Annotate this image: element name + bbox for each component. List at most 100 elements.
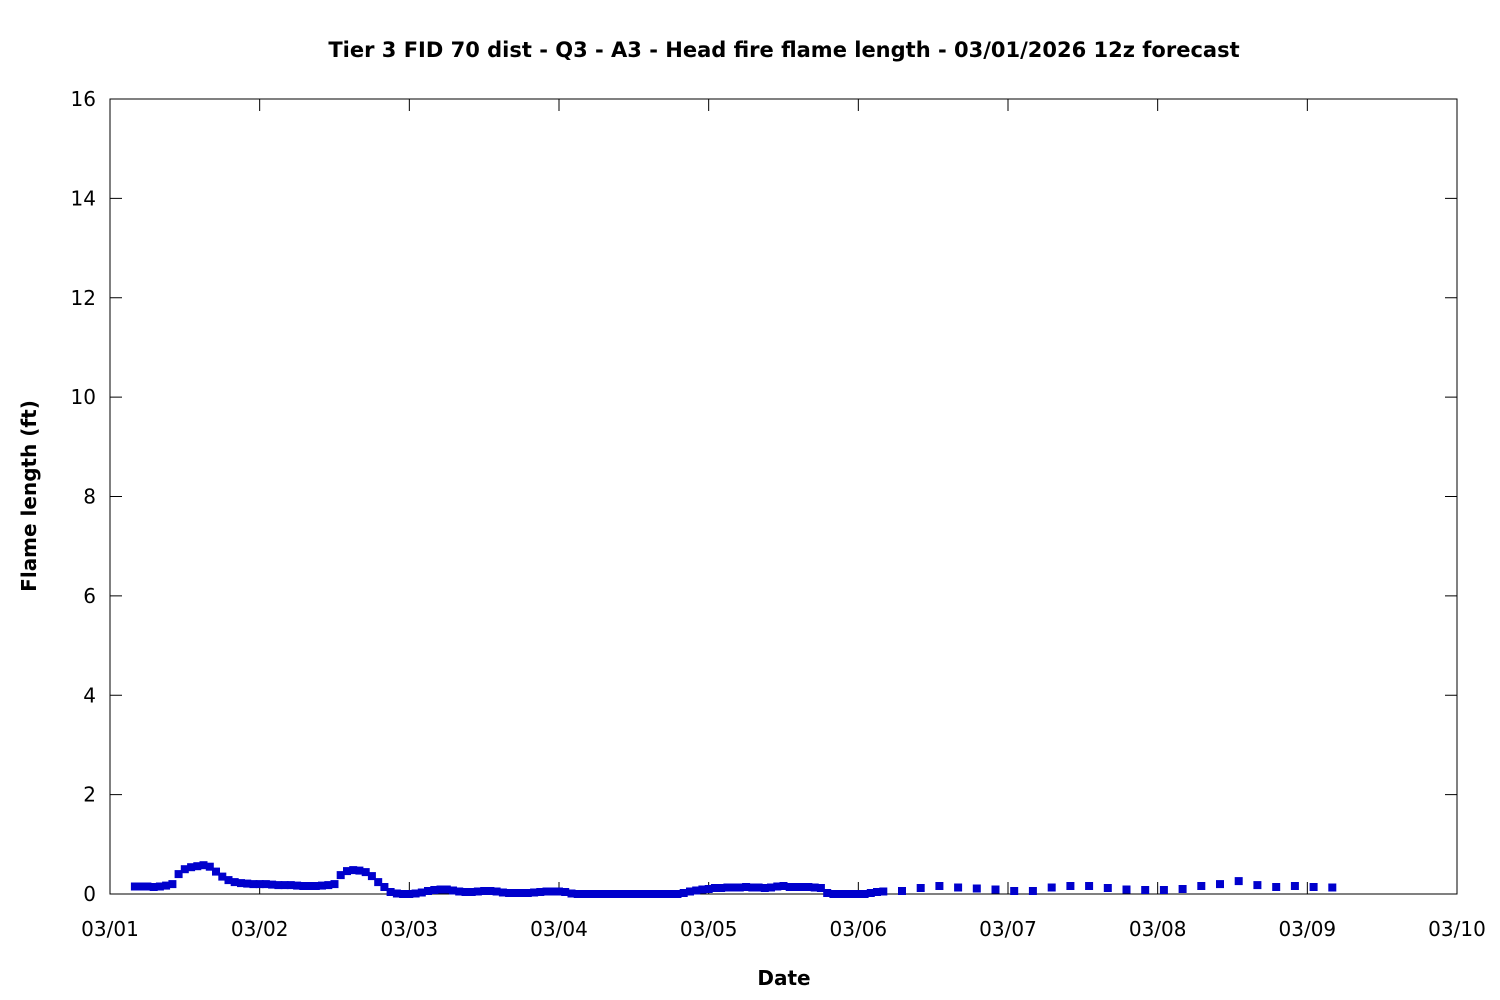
data-point [792, 883, 800, 891]
data-point [517, 889, 526, 897]
data-points [130, 861, 1337, 898]
data-point [424, 887, 432, 895]
data-point [498, 888, 507, 897]
data-point [268, 880, 277, 889]
data-point [430, 886, 439, 894]
data-point [735, 883, 744, 892]
data-point [492, 887, 501, 896]
plot-frame [109, 98, 1458, 895]
data-point [374, 878, 383, 887]
data-point [542, 887, 551, 896]
data-point [742, 883, 751, 891]
data-point [417, 888, 426, 897]
data-point [935, 882, 944, 890]
data-point [455, 887, 464, 896]
y-tick-label: 16 [71, 87, 96, 111]
data-point [1122, 885, 1131, 894]
x-tick-label: 03/08 [1129, 917, 1187, 941]
data-point [180, 865, 189, 874]
data-point [187, 863, 196, 872]
data-point [480, 887, 489, 895]
y-tick-label: 12 [71, 286, 96, 310]
data-point [137, 882, 146, 891]
data-point [324, 881, 333, 890]
data-point [916, 884, 925, 892]
data-point [299, 882, 308, 890]
data-point [704, 885, 713, 893]
y-tick-label: 6 [83, 584, 96, 608]
data-point [174, 870, 183, 879]
y-tick-label: 4 [83, 683, 96, 707]
data-point [280, 881, 289, 890]
data-point [449, 886, 457, 895]
data-point [779, 882, 788, 890]
data-point [667, 890, 676, 898]
data-point [330, 880, 339, 889]
data-point [754, 883, 763, 892]
data-point [467, 888, 476, 896]
data-point [898, 887, 906, 895]
data-point [1103, 884, 1112, 892]
x-tick-label: 03/03 [381, 917, 439, 941]
data-point [411, 889, 420, 898]
data-point [611, 890, 620, 898]
data-point [405, 890, 414, 898]
data-point [841, 890, 850, 898]
data-point [311, 882, 320, 890]
y-tick-label: 10 [71, 385, 96, 409]
data-point [623, 890, 632, 898]
x-tick-label: 03/02 [231, 917, 289, 941]
data-point [586, 890, 595, 898]
data-point [261, 880, 270, 889]
data-point [436, 885, 445, 894]
data-point [530, 888, 539, 897]
data-point [661, 890, 669, 898]
data-point [1141, 886, 1150, 894]
y-tick-label: 8 [83, 485, 96, 509]
data-point [598, 890, 607, 898]
data-point [392, 889, 401, 898]
data-point [224, 876, 233, 885]
data-point [505, 889, 514, 897]
data-point [255, 880, 264, 889]
axis-ticks: 03/01 03/02 03/03 03/04 03/05 03/06 03/07 03/08… [71, 87, 1486, 941]
data-point [355, 866, 364, 875]
data-point [854, 890, 863, 898]
data-point [954, 883, 963, 892]
data-point [486, 887, 495, 895]
data-point [511, 889, 520, 897]
data-point [249, 880, 258, 889]
x-tick-label: 03/07 [979, 917, 1037, 941]
data-point [810, 883, 819, 892]
data-point [879, 887, 888, 896]
data-point [823, 889, 832, 897]
data-point [561, 888, 570, 896]
data-point [305, 882, 314, 890]
data-point [349, 866, 358, 875]
data-point [199, 861, 208, 870]
data-point [230, 878, 239, 887]
data-point [1028, 887, 1037, 895]
data-point [149, 883, 158, 891]
data-point [155, 882, 164, 891]
data-point [1290, 882, 1299, 890]
data-point [1197, 882, 1206, 890]
data-point [461, 888, 470, 896]
data-point [1253, 881, 1262, 890]
x-tick-label: 03/10 [1428, 917, 1486, 941]
data-point [673, 890, 682, 898]
data-point [548, 887, 557, 896]
data-point [336, 871, 345, 880]
data-point [804, 883, 813, 891]
data-point [860, 890, 869, 898]
data-point [168, 880, 177, 889]
data-point [972, 884, 981, 893]
data-point [1234, 877, 1243, 886]
data-point [1066, 882, 1075, 890]
data-point [286, 881, 295, 890]
data-point [579, 890, 588, 898]
data-point [536, 888, 545, 896]
data-point [573, 890, 582, 898]
data-point [399, 890, 408, 898]
